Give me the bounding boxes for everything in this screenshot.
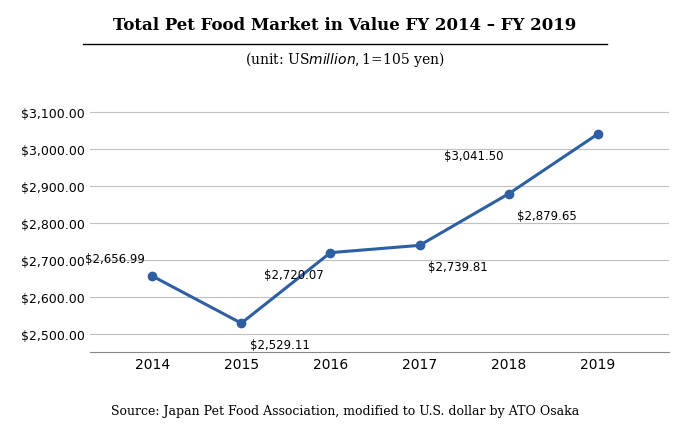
Text: Source: Japan Pet Food Association, modified to U.S. dollar by ATO Osaka: Source: Japan Pet Food Association, modi… bbox=[111, 404, 579, 417]
Text: $2,529.11: $2,529.11 bbox=[250, 338, 310, 351]
Text: (unit: US$ million, $1=105 yen): (unit: US$ million, $1=105 yen) bbox=[245, 49, 445, 68]
Text: $3,041.50: $3,041.50 bbox=[444, 150, 504, 163]
Text: $2,656.99: $2,656.99 bbox=[86, 252, 145, 265]
Text: $2,739.81: $2,739.81 bbox=[428, 261, 488, 274]
Text: Total Pet Food Market in Value FY 2014 – FY 2019: Total Pet Food Market in Value FY 2014 –… bbox=[113, 17, 577, 34]
Text: $2,720.07: $2,720.07 bbox=[264, 268, 324, 281]
Text: $2,879.65: $2,879.65 bbox=[517, 209, 577, 222]
